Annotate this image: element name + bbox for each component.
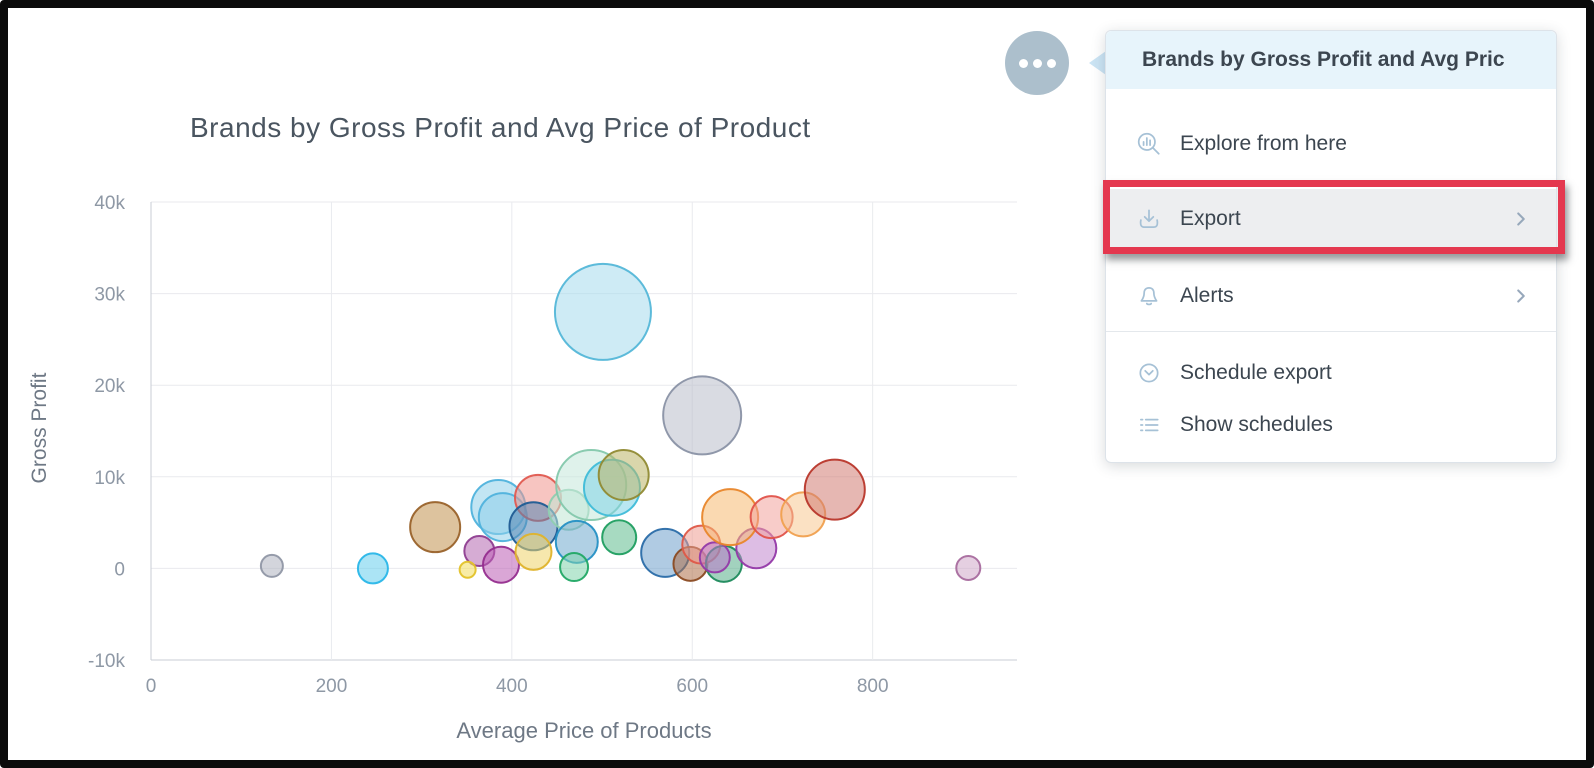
- list-icon: [1136, 412, 1162, 438]
- chart-title: Brands by Gross Profit and Avg Price of …: [190, 112, 811, 143]
- tile-actions-button[interactable]: [1005, 31, 1069, 95]
- menu-item-show-schedules[interactable]: Show schedules: [1106, 397, 1556, 453]
- bubble[interactable]: [597, 448, 650, 501]
- x-tick-label: 600: [676, 676, 708, 697]
- y-tick-label: 40k: [94, 193, 125, 214]
- menu-item-label: Schedule export: [1180, 361, 1332, 384]
- download-icon: [1136, 206, 1162, 232]
- clock-icon: [1136, 360, 1162, 386]
- menu-header-title: Brands by Gross Profit and Avg Pric: [1106, 31, 1556, 89]
- bubble[interactable]: [514, 532, 553, 571]
- menu-item-label: Export: [1180, 207, 1241, 230]
- x-tick-label: 0: [146, 676, 157, 697]
- bubble[interactable]: [458, 560, 477, 579]
- tile-context-menu: Brands by Gross Profit and Avg Pric Expl…: [1105, 30, 1557, 463]
- x-tick-label: 400: [496, 676, 528, 697]
- bell-icon: [1136, 283, 1162, 309]
- bubble[interactable]: [662, 375, 743, 456]
- bubble[interactable]: [553, 262, 652, 361]
- x-axis-label: Average Price of Products: [456, 718, 712, 743]
- bubble[interactable]: [559, 552, 590, 583]
- bubble[interactable]: [601, 519, 638, 556]
- bubble[interactable]: [482, 545, 521, 584]
- x-tick-label: 200: [316, 676, 348, 697]
- ellipsis-icon: [1018, 58, 1028, 68]
- bubble[interactable]: [356, 552, 389, 585]
- menu-item-label: Show schedules: [1180, 413, 1333, 436]
- menu-pointer-arrow: [1089, 51, 1106, 75]
- bubble[interactable]: [803, 458, 866, 521]
- menu-separator: [1106, 331, 1556, 332]
- bubble[interactable]: [955, 554, 982, 581]
- y-tick-label: 0: [114, 559, 125, 580]
- menu-item-export[interactable]: Export: [1106, 189, 1556, 249]
- bubble[interactable]: [409, 501, 462, 554]
- menu-item-label: Alerts: [1180, 284, 1234, 307]
- menu-item-alerts[interactable]: Alerts: [1106, 264, 1556, 328]
- menu-item-label: Explore from here: [1180, 132, 1347, 155]
- y-tick-label: -10k: [88, 651, 125, 672]
- explore-icon: [1136, 131, 1162, 157]
- chevron-right-icon: [1510, 208, 1532, 230]
- x-tick-label: 800: [857, 676, 889, 697]
- bubble-chart: 40k 30k 20k 10k 0 -10k 0 200 400 600 800: [88, 193, 1017, 697]
- y-tick-label: 30k: [94, 285, 125, 306]
- menu-item-schedule-export[interactable]: Schedule export: [1106, 345, 1556, 401]
- bubble[interactable]: [698, 541, 731, 574]
- chevron-right-icon: [1510, 285, 1532, 307]
- bubble[interactable]: [259, 553, 284, 578]
- y-tick-label: 10k: [94, 468, 125, 489]
- menu-item-explore[interactable]: Explore from here: [1106, 112, 1556, 176]
- y-tick-label: 20k: [94, 376, 125, 397]
- y-axis-label: Gross Profit: [28, 372, 51, 484]
